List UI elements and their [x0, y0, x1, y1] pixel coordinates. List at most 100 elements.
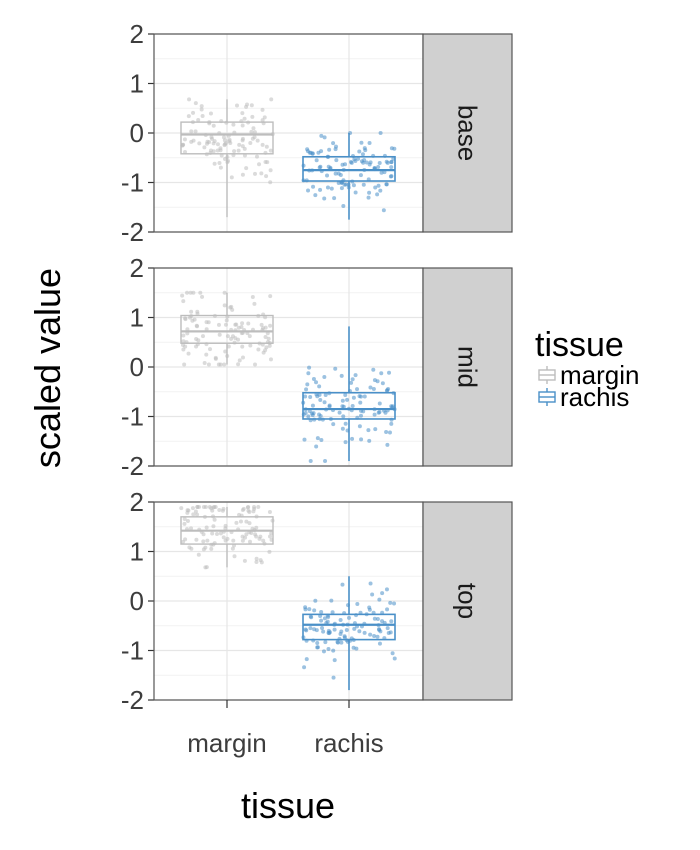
y-tick-label: 1 [130, 69, 144, 99]
data-point [301, 412, 306, 417]
data-point [358, 413, 363, 418]
data-point [313, 598, 318, 603]
data-point [189, 526, 194, 531]
data-point [247, 539, 252, 544]
data-point [248, 343, 253, 348]
data-point [252, 504, 257, 509]
data-point [307, 150, 312, 155]
data-point [341, 414, 346, 419]
data-point [386, 387, 391, 392]
legend-label: rachis [560, 382, 629, 412]
data-point [381, 208, 386, 213]
data-point [256, 504, 261, 509]
y-tick-label: 0 [130, 352, 144, 382]
data-point [332, 658, 337, 663]
data-point [253, 171, 258, 176]
data-point [217, 161, 222, 166]
data-point [335, 639, 340, 644]
data-point [209, 135, 214, 140]
data-point [355, 387, 360, 392]
data-point [317, 165, 322, 170]
data-point [386, 630, 391, 635]
data-point [212, 313, 217, 318]
data-point [257, 341, 262, 346]
data-point [265, 160, 270, 165]
data-point [355, 602, 360, 607]
data-point [325, 173, 330, 178]
data-point [199, 104, 204, 109]
data-point [186, 114, 191, 119]
data-point [350, 179, 355, 184]
data-point [343, 440, 348, 445]
data-point [235, 103, 240, 108]
data-point [181, 299, 186, 304]
data-point [205, 538, 210, 543]
box-margin [180, 290, 274, 367]
data-point [264, 174, 269, 179]
data-point [263, 335, 268, 340]
data-point [222, 303, 227, 308]
panels: 2 1 0 -1 -2 base 2 1 0 -1 -2 mid 2 1 0 -1 -2 top [121, 19, 513, 715]
data-point [311, 638, 316, 643]
data-point [242, 116, 247, 121]
y-tick-label: 2 [130, 19, 144, 49]
data-point [189, 546, 194, 551]
data-point [225, 158, 230, 163]
data-point [358, 394, 363, 399]
data-point [205, 139, 210, 144]
data-point [190, 120, 195, 125]
data-point [223, 349, 228, 354]
data-point [322, 135, 327, 140]
data-point [387, 370, 392, 375]
data-point [267, 509, 272, 514]
data-point [314, 158, 319, 163]
box-margin [179, 504, 275, 570]
data-point [185, 327, 190, 332]
box-rachis [301, 576, 397, 691]
data-point [258, 534, 263, 539]
data-point [366, 428, 371, 433]
data-point [225, 314, 230, 319]
data-point [302, 665, 307, 670]
data-point [319, 149, 324, 154]
data-point [249, 530, 254, 535]
data-point [307, 607, 312, 612]
box-rachis [301, 131, 397, 220]
data-point [195, 342, 200, 347]
facet-strip [422, 267, 513, 467]
data-point [248, 141, 253, 146]
data-point [187, 97, 192, 102]
data-point [185, 290, 190, 295]
data-point [327, 403, 332, 408]
data-point [366, 177, 371, 182]
data-point [304, 657, 309, 662]
data-point [318, 397, 323, 402]
points-margin [180, 97, 275, 185]
data-point [308, 626, 313, 631]
data-point [188, 290, 193, 295]
data-point [348, 131, 353, 135]
data-point [201, 547, 206, 552]
data-point [254, 556, 259, 561]
data-point [350, 436, 355, 441]
data-point [358, 400, 363, 405]
data-point [206, 320, 211, 325]
data-point [318, 613, 323, 618]
data-point [212, 541, 217, 546]
data-point [330, 610, 335, 615]
legend-item-margin: margin [538, 360, 639, 390]
data-point [216, 362, 221, 367]
data-point [241, 506, 246, 511]
data-point [357, 149, 362, 154]
data-point [357, 629, 362, 634]
data-point [339, 186, 344, 191]
data-point [301, 163, 306, 168]
data-point [389, 417, 394, 422]
data-point [263, 150, 268, 155]
data-point [319, 618, 324, 623]
data-point [304, 178, 309, 183]
y-tick-label: -1 [121, 168, 144, 198]
data-point [187, 315, 192, 320]
data-point [388, 174, 393, 179]
